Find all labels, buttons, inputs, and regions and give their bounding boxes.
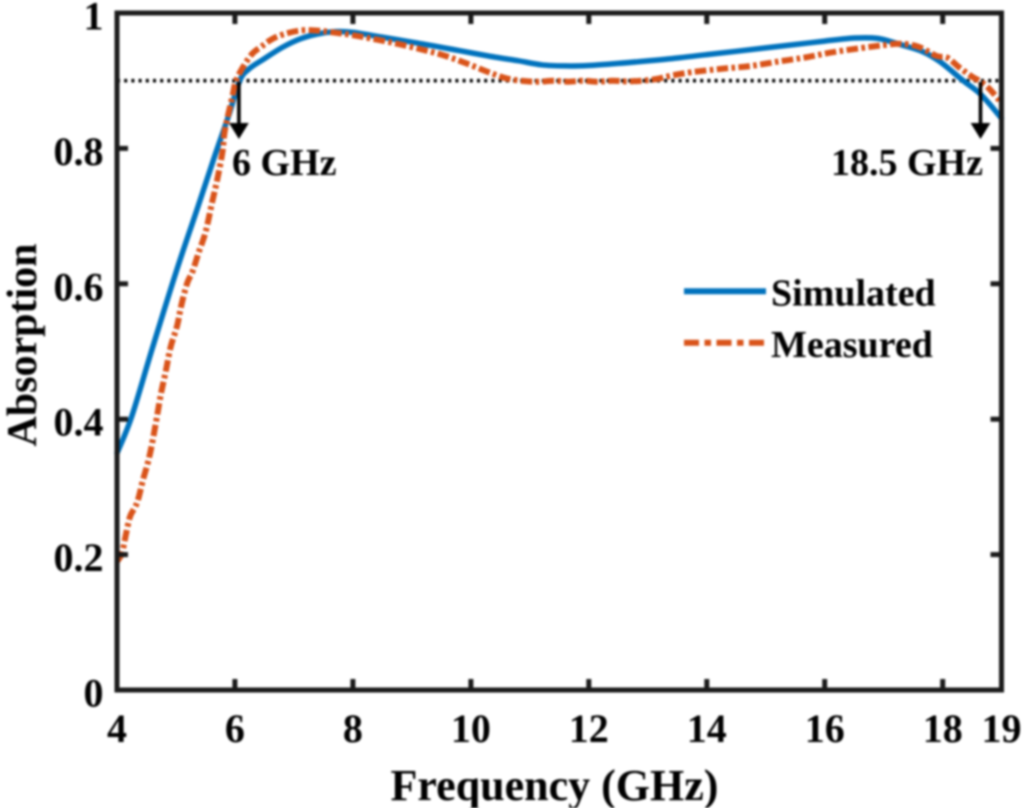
svg-text:14: 14 [687, 706, 727, 751]
svg-text:6: 6 [225, 706, 245, 751]
svg-text:0.6: 0.6 [54, 264, 104, 309]
svg-text:18.5 GHz: 18.5 GHz [831, 142, 983, 184]
svg-text:4: 4 [107, 706, 127, 751]
svg-text:18: 18 [923, 706, 963, 751]
svg-text:19: 19 [982, 706, 1022, 751]
svg-text:8: 8 [343, 706, 363, 751]
svg-text:0.4: 0.4 [54, 400, 104, 445]
svg-text:0.8: 0.8 [54, 129, 104, 174]
svg-text:12: 12 [569, 706, 609, 751]
svg-text:16: 16 [805, 706, 845, 751]
svg-text:0: 0 [84, 671, 104, 716]
svg-text:6 GHz: 6 GHz [232, 142, 337, 184]
svg-text:Measured: Measured [771, 324, 933, 366]
svg-text:0.2: 0.2 [54, 535, 104, 580]
svg-text:Simulated: Simulated [771, 273, 936, 315]
svg-text:Frequency (GHz): Frequency (GHz) [391, 761, 719, 808]
svg-text:1: 1 [84, 0, 104, 39]
svg-text:10: 10 [451, 706, 491, 751]
svg-text:Absorption: Absorption [0, 243, 46, 446]
